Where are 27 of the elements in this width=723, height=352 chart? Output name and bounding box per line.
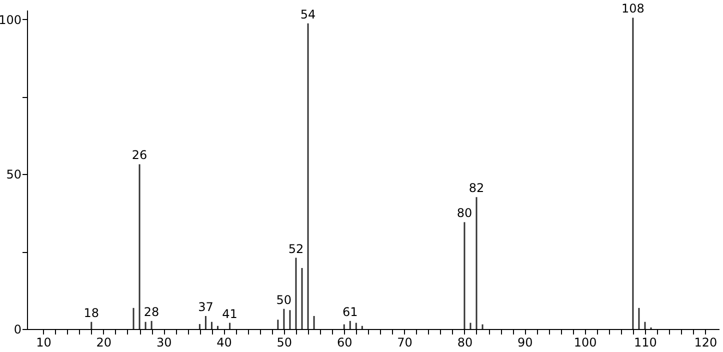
y-tick-label: 0 [14, 322, 22, 336]
annotation: 26 [132, 148, 148, 162]
annotation: 108 [622, 2, 644, 16]
x-tick-label: 10 [36, 336, 52, 350]
x-tick-label: 50 [276, 336, 292, 350]
x-tick-label: 90 [518, 336, 533, 350]
annotation: 54 [300, 7, 316, 22]
x-tick-label: 120 [694, 336, 718, 350]
y-tick-label: 50 [6, 168, 22, 182]
x-tick-label: 70 [397, 336, 412, 350]
annotation: 41 [222, 306, 238, 321]
x-tick-label: 60 [336, 336, 352, 350]
x-tick-label: 40 [216, 336, 232, 350]
annotation: 52 [288, 242, 304, 256]
annotation: 82 [468, 181, 484, 196]
annotation: 50 [276, 292, 292, 307]
annotation: 28 [144, 304, 160, 319]
x-tick-label: 80 [457, 336, 473, 350]
x-tick-label: 20 [96, 336, 112, 350]
annotation: 18 [84, 306, 100, 320]
x-tick-label: 30 [156, 336, 172, 350]
annotation: 80 [456, 206, 472, 220]
annotation: 37 [198, 300, 214, 314]
annotation: 61 [342, 304, 358, 319]
x-tick-label: 100 [574, 336, 597, 350]
y-tick-label: 100 [0, 12, 22, 27]
x-tick-label: 110 [634, 336, 657, 350]
